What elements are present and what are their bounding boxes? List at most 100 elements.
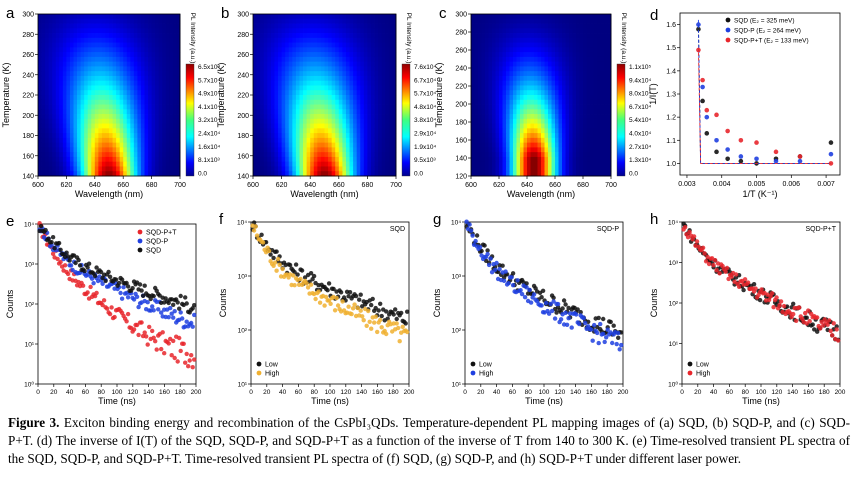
heatmap-cell — [488, 71, 493, 77]
heatmap-cell — [151, 166, 156, 172]
heatmap-cell — [313, 123, 318, 129]
heatmap-cell — [77, 33, 81, 39]
heatmap-cell — [565, 61, 570, 67]
heatmap-cell — [260, 80, 265, 86]
heatmap-cell — [66, 133, 71, 139]
heatmap-cell — [260, 28, 265, 34]
heatmap-cell — [292, 23, 297, 29]
heatmap-cell — [101, 47, 106, 53]
heatmap-cell — [41, 85, 46, 91]
heatmap-cell — [370, 71, 375, 77]
heatmap-cell — [137, 85, 142, 91]
heatmap-cell — [48, 147, 53, 153]
heatmap-cell — [256, 133, 261, 139]
heatmap-cell — [172, 147, 177, 153]
heatmap-cell — [292, 152, 297, 158]
heatmap-cell — [534, 28, 538, 34]
heatmap-cell — [270, 47, 275, 53]
heatmap-cell — [84, 71, 89, 77]
heatmap-cell — [263, 137, 268, 144]
data-point — [175, 300, 180, 305]
heatmap-cell — [338, 156, 343, 163]
heatmap-cell — [360, 147, 365, 153]
heatmap-cell — [62, 123, 67, 129]
heatmap-cell — [87, 166, 92, 172]
heatmap-cell — [586, 147, 591, 153]
heatmap-cell — [527, 23, 531, 29]
heatmap-cell — [474, 85, 479, 91]
heatmap-cell — [52, 56, 57, 63]
heatmap-cell — [263, 123, 268, 129]
heatmap-cell — [502, 166, 507, 172]
heatmap-cell — [133, 171, 138, 177]
heatmap-cell — [345, 128, 350, 134]
heatmap-cell — [342, 14, 347, 20]
heatmap-cell — [378, 147, 383, 153]
heatmap-cell — [513, 75, 517, 82]
heatmap-cell — [530, 56, 535, 63]
heatmap-cell — [299, 75, 304, 82]
heatmap-cell — [576, 37, 580, 43]
heatmap-cell — [600, 147, 605, 153]
heatmap-cell — [335, 133, 340, 139]
heatmap-cell — [555, 118, 559, 124]
heatmap-cell — [338, 147, 343, 153]
heatmap-cell — [370, 56, 375, 63]
heatmap-cell — [306, 75, 311, 82]
heatmap-cell — [112, 161, 117, 167]
heatmap-cell — [506, 80, 510, 86]
heatmap-cell — [520, 71, 524, 77]
data-point — [89, 276, 95, 281]
heatmap-cell — [130, 37, 135, 43]
heatmap-cell — [388, 37, 393, 43]
heatmap-cell — [488, 137, 493, 144]
heatmap-cell — [292, 95, 297, 101]
data-point — [268, 252, 273, 257]
heatmap-cell — [349, 42, 354, 48]
heatmap-cell — [478, 123, 482, 129]
heatmap-cell — [471, 85, 475, 91]
heatmap-cell — [148, 23, 152, 29]
heatmap-cell — [148, 152, 152, 158]
heatmap-cell — [474, 123, 479, 129]
heatmap-cell — [119, 42, 124, 48]
heatmap-cell — [288, 166, 293, 172]
heatmap-cell — [572, 133, 577, 139]
heatmap-cell — [495, 152, 500, 158]
heatmap-cell — [353, 42, 358, 48]
x-tick-label: 160 — [586, 389, 597, 396]
heatmap-cell — [502, 23, 507, 29]
heatmap-cell — [335, 47, 340, 53]
heatmap-cell — [600, 37, 605, 43]
heatmap-cell — [306, 99, 311, 105]
heatmap-cell — [367, 95, 372, 101]
heatmap-cell — [62, 85, 67, 91]
heatmap-cell — [513, 66, 517, 72]
heatmap-cell — [162, 118, 167, 124]
heatmap-cell — [270, 33, 275, 39]
heatmap-cell — [349, 161, 354, 167]
heatmap-cell — [474, 147, 479, 153]
heatmap-cell — [363, 80, 368, 86]
heatmap-cell — [492, 128, 496, 134]
heatmap-cell — [172, 56, 177, 63]
heatmap-cell — [123, 166, 128, 172]
heatmap-cell — [360, 28, 365, 34]
heatmap-cell — [165, 166, 170, 172]
heatmap-cell — [583, 18, 587, 24]
heatmap-cell — [299, 14, 304, 20]
heatmap-cell — [278, 156, 282, 163]
heatmap-cell — [509, 137, 514, 144]
x-tick-label: 660 — [333, 182, 345, 189]
heatmap-cell — [109, 123, 113, 129]
heatmap-cell — [112, 147, 117, 153]
heatmap-cell — [363, 71, 368, 77]
heatmap-cell — [260, 147, 265, 153]
heatmap-cell — [345, 95, 350, 101]
heatmap-cell — [495, 42, 500, 48]
heatmap-cell — [288, 90, 293, 96]
heatmap-cell — [274, 47, 279, 53]
heatmap-cell — [551, 104, 556, 110]
heatmap-cell — [544, 118, 549, 124]
heatmap-cell — [481, 28, 486, 34]
